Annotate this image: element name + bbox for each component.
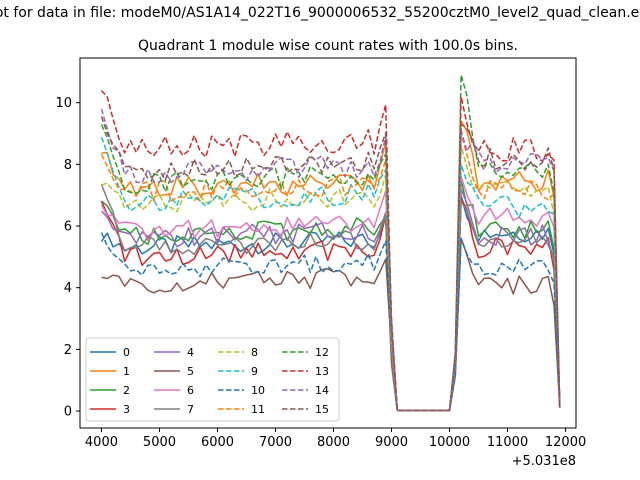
x-tick-label: 9000 (375, 435, 408, 450)
legend-label: 3 (123, 403, 130, 416)
legend-label: 15 (315, 403, 329, 416)
series-line-7 (100, 184, 561, 412)
legend-label: 6 (187, 384, 194, 397)
y-tick-label: 10 (55, 96, 72, 111)
figure-suptitle: Plot for data in file: modeM0/AS1A14_022… (0, 5, 640, 21)
y-tick-label: 4 (64, 281, 72, 296)
x-tick-label: 5000 (143, 435, 176, 450)
series-line-3 (100, 197, 561, 412)
legend-label: 14 (315, 384, 329, 397)
legend-label: 5 (187, 365, 194, 378)
series-line-6 (100, 175, 561, 412)
x-tick-label: 10000 (429, 435, 470, 450)
legend-box (85, 337, 340, 422)
series-line-5 (101, 237, 561, 412)
x-axis: 4000 5000 6000 7000 8000 9000 10000 11000 12000 (85, 428, 586, 450)
series-line-2 (101, 179, 561, 412)
plot-area (79, 57, 577, 429)
legend-label: 11 (251, 403, 265, 416)
series-line-9 (100, 136, 561, 412)
legend-label: 1 (123, 365, 130, 378)
legend-label: 0 (123, 346, 130, 359)
x-tick-label: 12000 (545, 435, 586, 450)
y-axis: 0 2 4 6 8 10 (55, 96, 80, 420)
x-tick-label: 6000 (201, 435, 234, 450)
legend-label: 8 (251, 346, 258, 359)
legend-label: 4 (187, 346, 194, 359)
x-tick-label: 11000 (487, 435, 528, 450)
x-tick-label: 8000 (317, 435, 350, 450)
series-line-13 (100, 90, 561, 412)
series-line-10 (100, 232, 561, 412)
series-line-4 (100, 188, 561, 412)
axes-frame (79, 57, 577, 429)
y-tick-label: 0 (64, 405, 72, 420)
y-tick-label: 6 (64, 220, 72, 235)
series-line-15 (100, 116, 561, 412)
series-line-14 (100, 108, 561, 412)
legend-label: 7 (187, 403, 194, 416)
legend-label: 13 (315, 365, 329, 378)
series-line-8 (101, 145, 561, 412)
y-tick-label: 2 (64, 343, 72, 358)
series-line-11 (100, 132, 561, 412)
y-tick-label: 8 (64, 158, 72, 173)
chart-title: Quadrant 1 module wise count rates with … (138, 38, 518, 54)
x-tick-label: 7000 (259, 435, 292, 450)
legend-label: 10 (251, 384, 265, 397)
x-tick-label: 4000 (85, 435, 118, 450)
legend-label: 12 (315, 346, 329, 359)
series-lines (100, 74, 561, 412)
legend-label: 2 (123, 384, 130, 397)
x-axis-offset-label: +5.031e8 (512, 454, 576, 469)
legend-label: 9 (251, 365, 258, 378)
